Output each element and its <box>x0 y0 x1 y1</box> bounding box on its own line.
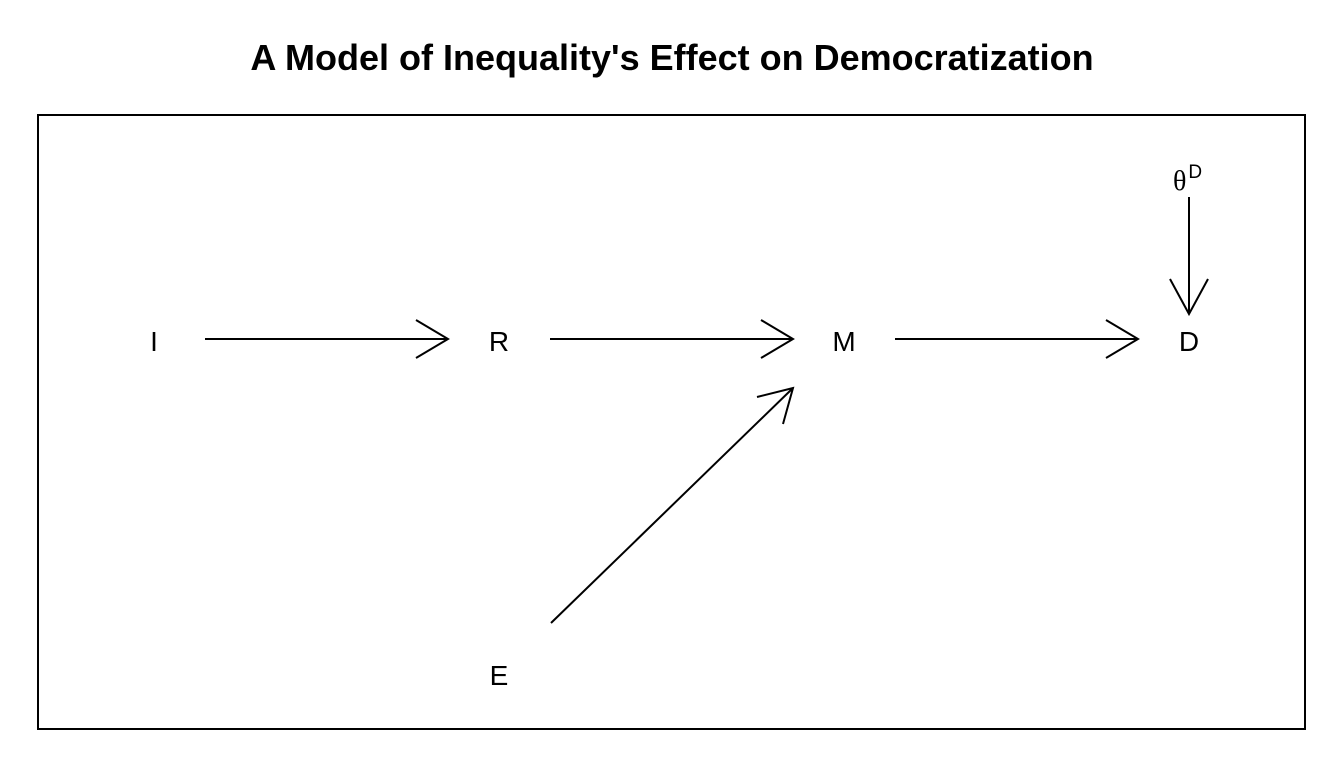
node-i: I <box>150 326 158 357</box>
edge-r-to-m <box>550 319 795 359</box>
node-r: R <box>489 326 509 357</box>
diagram-title: A Model of Inequality's Effect on Democr… <box>250 37 1094 78</box>
node-d: D <box>1179 326 1199 357</box>
theta-superscript: D <box>1188 162 1202 183</box>
node-e: E <box>490 660 509 691</box>
theta-symbol: θ <box>1173 166 1186 197</box>
edge-theta-to-d <box>1169 197 1209 317</box>
edge-i-to-r <box>205 319 450 359</box>
edge-e-to-m <box>550 386 795 624</box>
edge-m-to-d <box>895 319 1140 359</box>
node-m: M <box>832 326 855 357</box>
diagram-frame <box>37 114 1306 730</box>
